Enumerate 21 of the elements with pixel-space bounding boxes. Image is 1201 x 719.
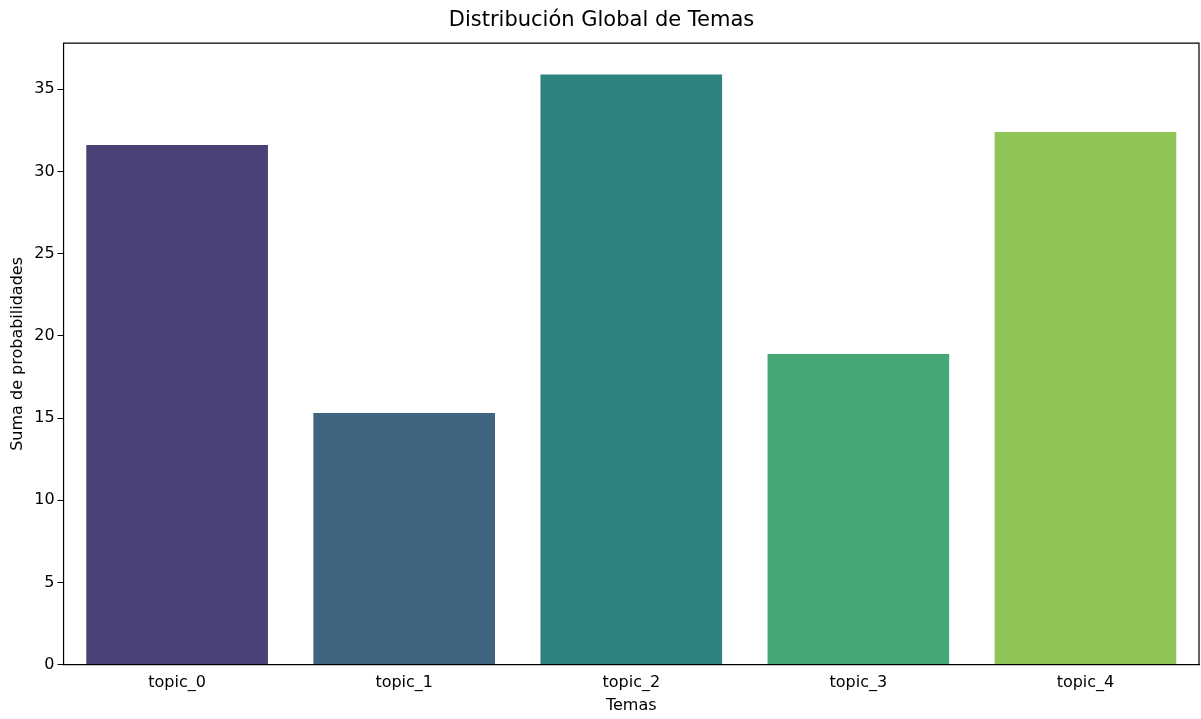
y-tick-label: 15: [34, 407, 55, 427]
bar: [313, 413, 496, 665]
x-tick-label: topic_1: [375, 672, 434, 693]
y-tick-label: 30: [34, 160, 55, 180]
y-tick-label: 25: [34, 242, 55, 262]
x-axis-title: Temas: [604, 694, 657, 714]
x-tick-label: topic_0: [148, 672, 206, 693]
y-tick-label: 10: [34, 489, 55, 509]
bar: [767, 353, 950, 665]
y-tick-label: 5: [44, 571, 55, 591]
y-tick-label: 0: [44, 653, 55, 673]
bar: [86, 145, 268, 665]
bar: [994, 131, 1177, 665]
y-axis-title: Suma de probabilidades: [6, 257, 26, 451]
chart-title: Distribución Global de Temas: [448, 7, 755, 32]
bar: [540, 74, 723, 665]
x-tick-label: topic_2: [602, 672, 661, 693]
y-tick-label: 20: [34, 324, 55, 344]
x-tick-label: topic_4: [1056, 672, 1115, 693]
x-tick-label: topic_3: [829, 672, 888, 693]
y-tick-label: 35: [34, 78, 55, 98]
